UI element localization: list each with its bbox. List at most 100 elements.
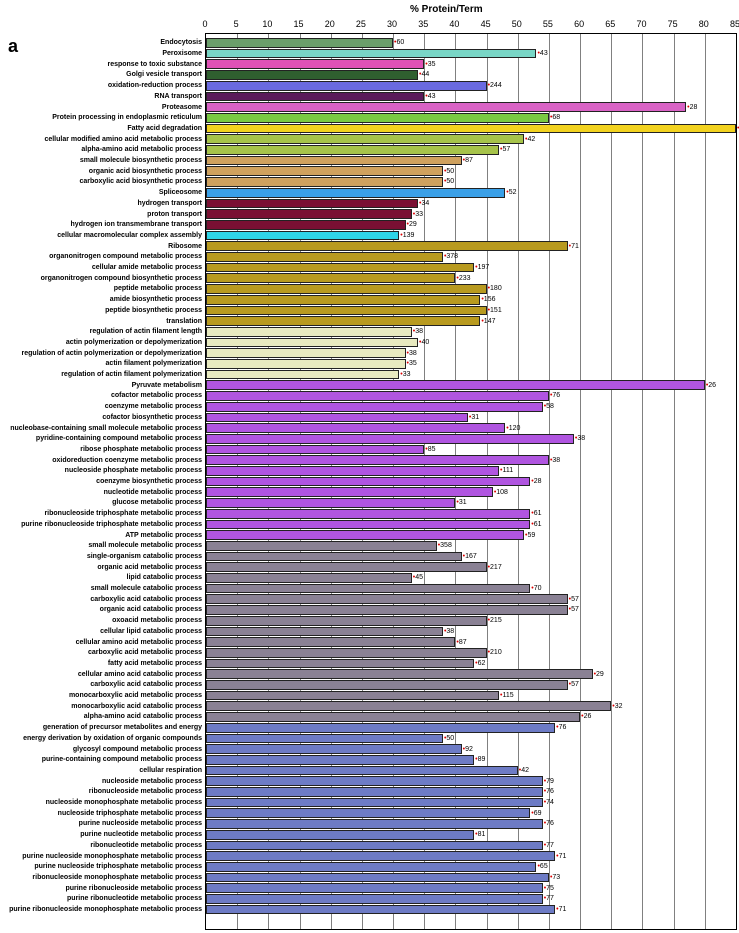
chart-row: Fatty acid degradation•28	[206, 124, 736, 134]
chart-row: actin polymerization or depolymerization…	[206, 338, 736, 348]
bar	[206, 220, 406, 230]
bar	[206, 391, 549, 401]
bar	[206, 594, 568, 604]
value-label: •61	[531, 510, 541, 517]
category-label: cellular amino acid catabolic process	[78, 671, 206, 678]
value-label: •180	[488, 285, 502, 292]
bar	[206, 380, 705, 390]
value-label: •57	[500, 146, 510, 153]
chart-row: ribose phosphate metabolic process•85	[206, 445, 736, 455]
value-label: •217	[488, 564, 502, 571]
bar	[206, 477, 530, 487]
value-label: •31	[456, 499, 466, 506]
bar	[206, 648, 487, 658]
bar	[206, 434, 574, 444]
value-label: •52	[506, 189, 516, 196]
bar	[206, 723, 555, 733]
category-label: purine ribonucleoside metabolic process	[65, 885, 206, 892]
chart-row: lipid catabolic process•45	[206, 573, 736, 583]
category-label: peptide biosynthetic process	[105, 307, 206, 314]
bar	[206, 487, 493, 497]
category-label: coenzyme metabolic process	[105, 403, 206, 410]
category-label: ribonucleotide metabolic process	[90, 842, 206, 849]
value-label: •57	[569, 596, 579, 603]
category-label: Golgi vesicle transport	[126, 71, 206, 78]
value-label: •50	[444, 178, 454, 185]
chart-row: translation•147	[206, 316, 736, 326]
value-label: •76	[544, 820, 554, 827]
category-label: carboxylic acid metabolic process	[88, 649, 206, 656]
chart-row: Golgi vesicle transport•44	[206, 70, 736, 80]
category-label: cellular macromolecular complex assembly	[57, 232, 206, 239]
bar	[206, 113, 549, 123]
chart-row: cellular amino acid catabolic process•29	[206, 669, 736, 679]
value-label: •76	[544, 788, 554, 795]
bar	[206, 134, 524, 144]
x-tick-label: 10	[262, 19, 272, 29]
category-label: purine nucleotide metabolic process	[80, 831, 206, 838]
category-label: ATP metabolic process	[125, 532, 206, 539]
value-label: •50	[444, 168, 454, 175]
value-label: •62	[475, 660, 485, 667]
value-label: •45	[413, 574, 423, 581]
bar	[206, 338, 418, 348]
chart-row: glucose metabolic process•31	[206, 498, 736, 508]
bar	[206, 691, 499, 701]
chart-row: carboxylic acid biosynthetic process•50	[206, 177, 736, 187]
x-tick-label: 35	[418, 19, 428, 29]
bar	[206, 701, 611, 711]
chart-row: cellular respiration•42	[206, 766, 736, 776]
chart-row: nucleotide metabolic process•108	[206, 487, 736, 497]
value-label: •28	[531, 478, 541, 485]
category-label: organic acid metabolic process	[97, 564, 206, 571]
chart-row: Spliceosome•52	[206, 188, 736, 198]
chart-row: alpha-amino acid metabolic process•57	[206, 145, 736, 155]
category-label: organonitrogen compound biosynthetic pro…	[41, 275, 206, 282]
value-label: •44	[419, 71, 429, 78]
value-label: •28	[687, 104, 697, 111]
bar	[206, 102, 686, 112]
x-tick-label: 40	[449, 19, 459, 29]
x-tick-label: 70	[636, 19, 646, 29]
value-label: •38	[575, 435, 585, 442]
chart-row: cellular amino acid metabolic process•87	[206, 637, 736, 647]
chart-row: Protein processing in endoplasmic reticu…	[206, 113, 736, 123]
chart-row: ATP metabolic process•59	[206, 530, 736, 540]
category-label: carboxylic acid catabolic process	[90, 596, 206, 603]
chart-row: monocarboxylic acid catabolic process•32	[206, 701, 736, 711]
bar	[206, 445, 424, 455]
bar	[206, 819, 543, 829]
value-label: •33	[413, 211, 423, 218]
value-label: •77	[544, 895, 554, 902]
bar	[206, 637, 455, 647]
category-label: nucleobase-containing small molecule met…	[10, 425, 206, 432]
bar	[206, 241, 568, 251]
chart-row: small molecule metabolic process•358	[206, 541, 736, 551]
x-tick-label: 80	[699, 19, 709, 29]
category-label: cofactor metabolic process	[111, 392, 206, 399]
bar	[206, 145, 499, 155]
bar	[206, 209, 412, 219]
bar	[206, 905, 555, 915]
category-label: Proteasome	[162, 104, 206, 111]
category-label: glucose metabolic process	[112, 499, 206, 506]
category-label: ribonucleoside triphosphate metabolic pr…	[44, 510, 206, 517]
category-label: cellular modified amino acid metabolic p…	[44, 136, 206, 143]
bar	[206, 273, 455, 283]
chart-row: purine nucleoside metabolic process•76	[206, 819, 736, 829]
chart-row: monocarboxylic acid metabolic process•11…	[206, 691, 736, 701]
category-label: single-organism catabolic process	[87, 553, 206, 560]
category-label: RNA transport	[154, 93, 206, 100]
category-label: monocarboxylic acid metabolic process	[69, 692, 206, 699]
bar	[206, 562, 487, 572]
value-label: •156	[481, 296, 495, 303]
category-label: purine nucleoside triphosphate metabolic…	[34, 863, 206, 870]
value-label: •50	[444, 735, 454, 742]
value-label: •42	[519, 767, 529, 774]
bar	[206, 873, 549, 883]
chart-row: hydrogen ion transmembrane transport•29	[206, 220, 736, 230]
value-label: •38	[413, 328, 423, 335]
category-label: Peroxisome	[162, 50, 206, 57]
bar	[206, 669, 593, 679]
value-label: •244	[488, 82, 502, 89]
